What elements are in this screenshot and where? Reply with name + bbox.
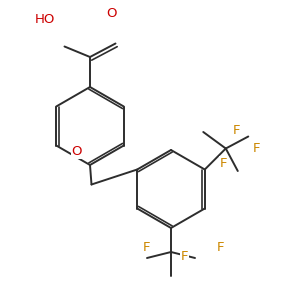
- Text: F: F: [181, 250, 188, 263]
- Text: F: F: [233, 124, 241, 137]
- Text: HO: HO: [34, 13, 55, 26]
- Text: O: O: [71, 145, 82, 158]
- Text: F: F: [253, 142, 260, 155]
- Text: F: F: [143, 241, 151, 254]
- Text: F: F: [220, 157, 227, 170]
- Text: F: F: [217, 241, 224, 254]
- Text: O: O: [106, 7, 117, 20]
